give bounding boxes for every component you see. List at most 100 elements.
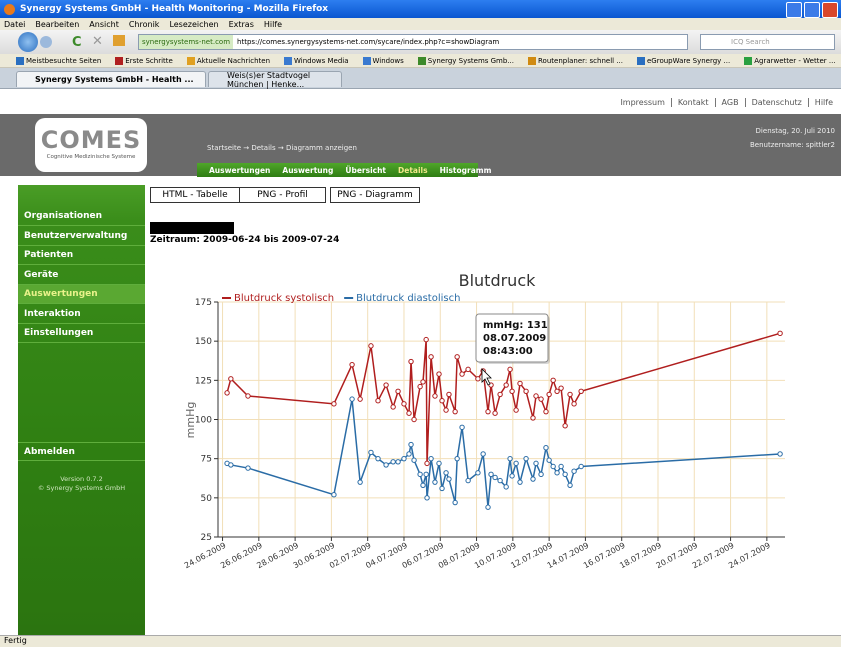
data-point [454, 354, 460, 360]
menu-item[interactable]: Datei [4, 19, 26, 29]
tooltip-text: 08:43:00 [483, 346, 533, 357]
bookmark[interactable]: Windows Media [284, 56, 349, 65]
y-axis-label: mmHg [184, 402, 197, 439]
top-link[interactable]: Impressum [620, 98, 665, 107]
data-point [411, 416, 417, 423]
bookmark[interactable]: eGroupWare Synergy ... [636, 56, 730, 65]
tab[interactable]: Weis(s)er Stadtvogel München | Henke... [208, 70, 342, 89]
bookmark[interactable]: Aktuelle Nachrichten [186, 56, 270, 65]
data-point [554, 388, 560, 394]
separator [807, 98, 809, 107]
y-tick-label: 25 [201, 533, 212, 543]
bookmark-label: Windows Media [294, 56, 349, 65]
data-point [452, 408, 458, 415]
y-tick-label: 50 [201, 494, 213, 504]
data-point [509, 473, 515, 479]
menu-item[interactable]: Chronik [128, 19, 160, 29]
data-point [523, 388, 529, 394]
export-button[interactable]: PNG - Profil [239, 187, 326, 203]
data-point [475, 470, 481, 476]
sidebar-item[interactable]: Einstellungen [18, 324, 145, 343]
top-link[interactable]: Datenschutz [751, 98, 802, 107]
tab-title: Weis(s)er Stadtvogel München | Henke... [227, 70, 311, 89]
search-box[interactable]: ICQ Search [700, 34, 835, 50]
status-text: Fertig [4, 636, 27, 645]
bookmarks-bar: Meistbesuchte Seiten Erste Schritte Aktuel… [0, 54, 841, 68]
legend-label: Blutdruck systolisch [234, 293, 334, 304]
data-point [562, 471, 568, 478]
bookmark[interactable]: Windows [362, 56, 404, 65]
menu-item[interactable]: Lesezeichen [169, 19, 219, 29]
submenu-item[interactable]: Auswertungen [209, 165, 271, 175]
bookmark-icon [186, 56, 195, 65]
home-button[interactable] [113, 35, 125, 46]
site-badge: synergysystems-net.com [139, 35, 234, 49]
tab-active[interactable]: Synergy Systems GmbH - Health ... [16, 71, 206, 87]
bookmark[interactable]: Synergy Systems Gmb... [417, 56, 514, 65]
submenu-item[interactable]: Details [398, 165, 428, 175]
back-button[interactable] [18, 32, 38, 52]
bookmark[interactable]: Meistbesuchte Seiten [16, 56, 102, 65]
top-link[interactable]: AGB [721, 98, 739, 107]
sidebar-item[interactable]: Interaktion [18, 305, 145, 324]
sidebar-item[interactable]: Benutzerverwaltung [18, 227, 145, 246]
data-point [408, 441, 414, 448]
data-point [432, 393, 438, 399]
submenu-item[interactable]: Auswertung [282, 165, 334, 175]
bookmark-label: Agrarwetter - Wetter ... [754, 56, 836, 65]
menu-item[interactable]: Ansicht [89, 19, 119, 29]
breadcrumb: Startseite → Details → Diagramm anzeigen [207, 144, 357, 152]
top-link[interactable]: Kontakt [677, 98, 709, 107]
close[interactable] [822, 2, 838, 18]
data-point [423, 471, 429, 478]
logout[interactable]: Abmelden [18, 442, 145, 461]
top-link[interactable]: Hilfe [814, 98, 833, 107]
y-tick-label: 125 [195, 376, 212, 386]
url-bar[interactable]: synergysystems-net.com https://comes.syn… [138, 34, 688, 50]
data-point [395, 388, 401, 394]
data-point [492, 410, 498, 416]
series-line [226, 398, 781, 508]
maximize[interactable] [804, 2, 820, 18]
data-point [480, 451, 486, 457]
tab-title: Synergy Systems GmbH - Health ... [35, 75, 194, 84]
data-point [567, 391, 573, 398]
data-point [492, 474, 498, 481]
bookmark[interactable]: Routenplaner: schnell ... [528, 56, 623, 65]
data-point [446, 476, 452, 482]
stop-button[interactable]: ✕ [92, 34, 103, 49]
sidebar-item[interactable]: Organisationen [18, 207, 145, 226]
data-point [546, 457, 552, 463]
y-tick-label: 175 [195, 298, 212, 308]
minimize[interactable] [786, 2, 802, 18]
reload-button[interactable]: C [72, 35, 82, 50]
sidebar-item[interactable]: Auswertungen [18, 285, 145, 304]
submenu-item[interactable]: Übersicht [345, 165, 387, 175]
data-point [543, 408, 549, 415]
data-point [452, 499, 458, 506]
x-tick-label: 24.07.2009 [727, 541, 772, 570]
status-bar: Fertig [0, 635, 841, 647]
submenu-item[interactable]: Histogramm [439, 165, 492, 175]
sidebar: Abmelden Version 0.7.2 © Synergy Systems… [18, 185, 145, 635]
menu-item[interactable]: Hilfe [263, 19, 283, 29]
menu-item[interactable]: Extras [228, 19, 254, 29]
sidebar-item[interactable]: Patienten [18, 246, 145, 265]
data-point [428, 455, 434, 462]
forward-button[interactable] [40, 36, 52, 48]
bookmark[interactable]: Erste Schritte [115, 56, 173, 65]
data-point [420, 379, 426, 385]
bookmark-label: Routenplaner: schnell ... [538, 56, 623, 65]
data-point [530, 476, 536, 482]
data-point [224, 390, 230, 396]
menu-item[interactable]: Bearbeiten [35, 19, 80, 29]
sidebar-item[interactable]: Geräte [18, 266, 145, 285]
logo: COMES Cognitive Medizinische Systeme [35, 118, 147, 172]
bookmark[interactable]: Agrarwetter - Wetter ... [744, 56, 836, 65]
logo-tagline: Cognitive Medizinische Systeme [46, 154, 136, 160]
sub-menu: Auswertungen Auswertung Übersicht Details Hi… [197, 163, 491, 177]
bookmark-label: Meistbesuchte Seiten [26, 56, 102, 65]
data-point [228, 462, 234, 468]
export-button[interactable]: PNG - Diagramm [330, 187, 420, 203]
data-point [578, 463, 584, 470]
